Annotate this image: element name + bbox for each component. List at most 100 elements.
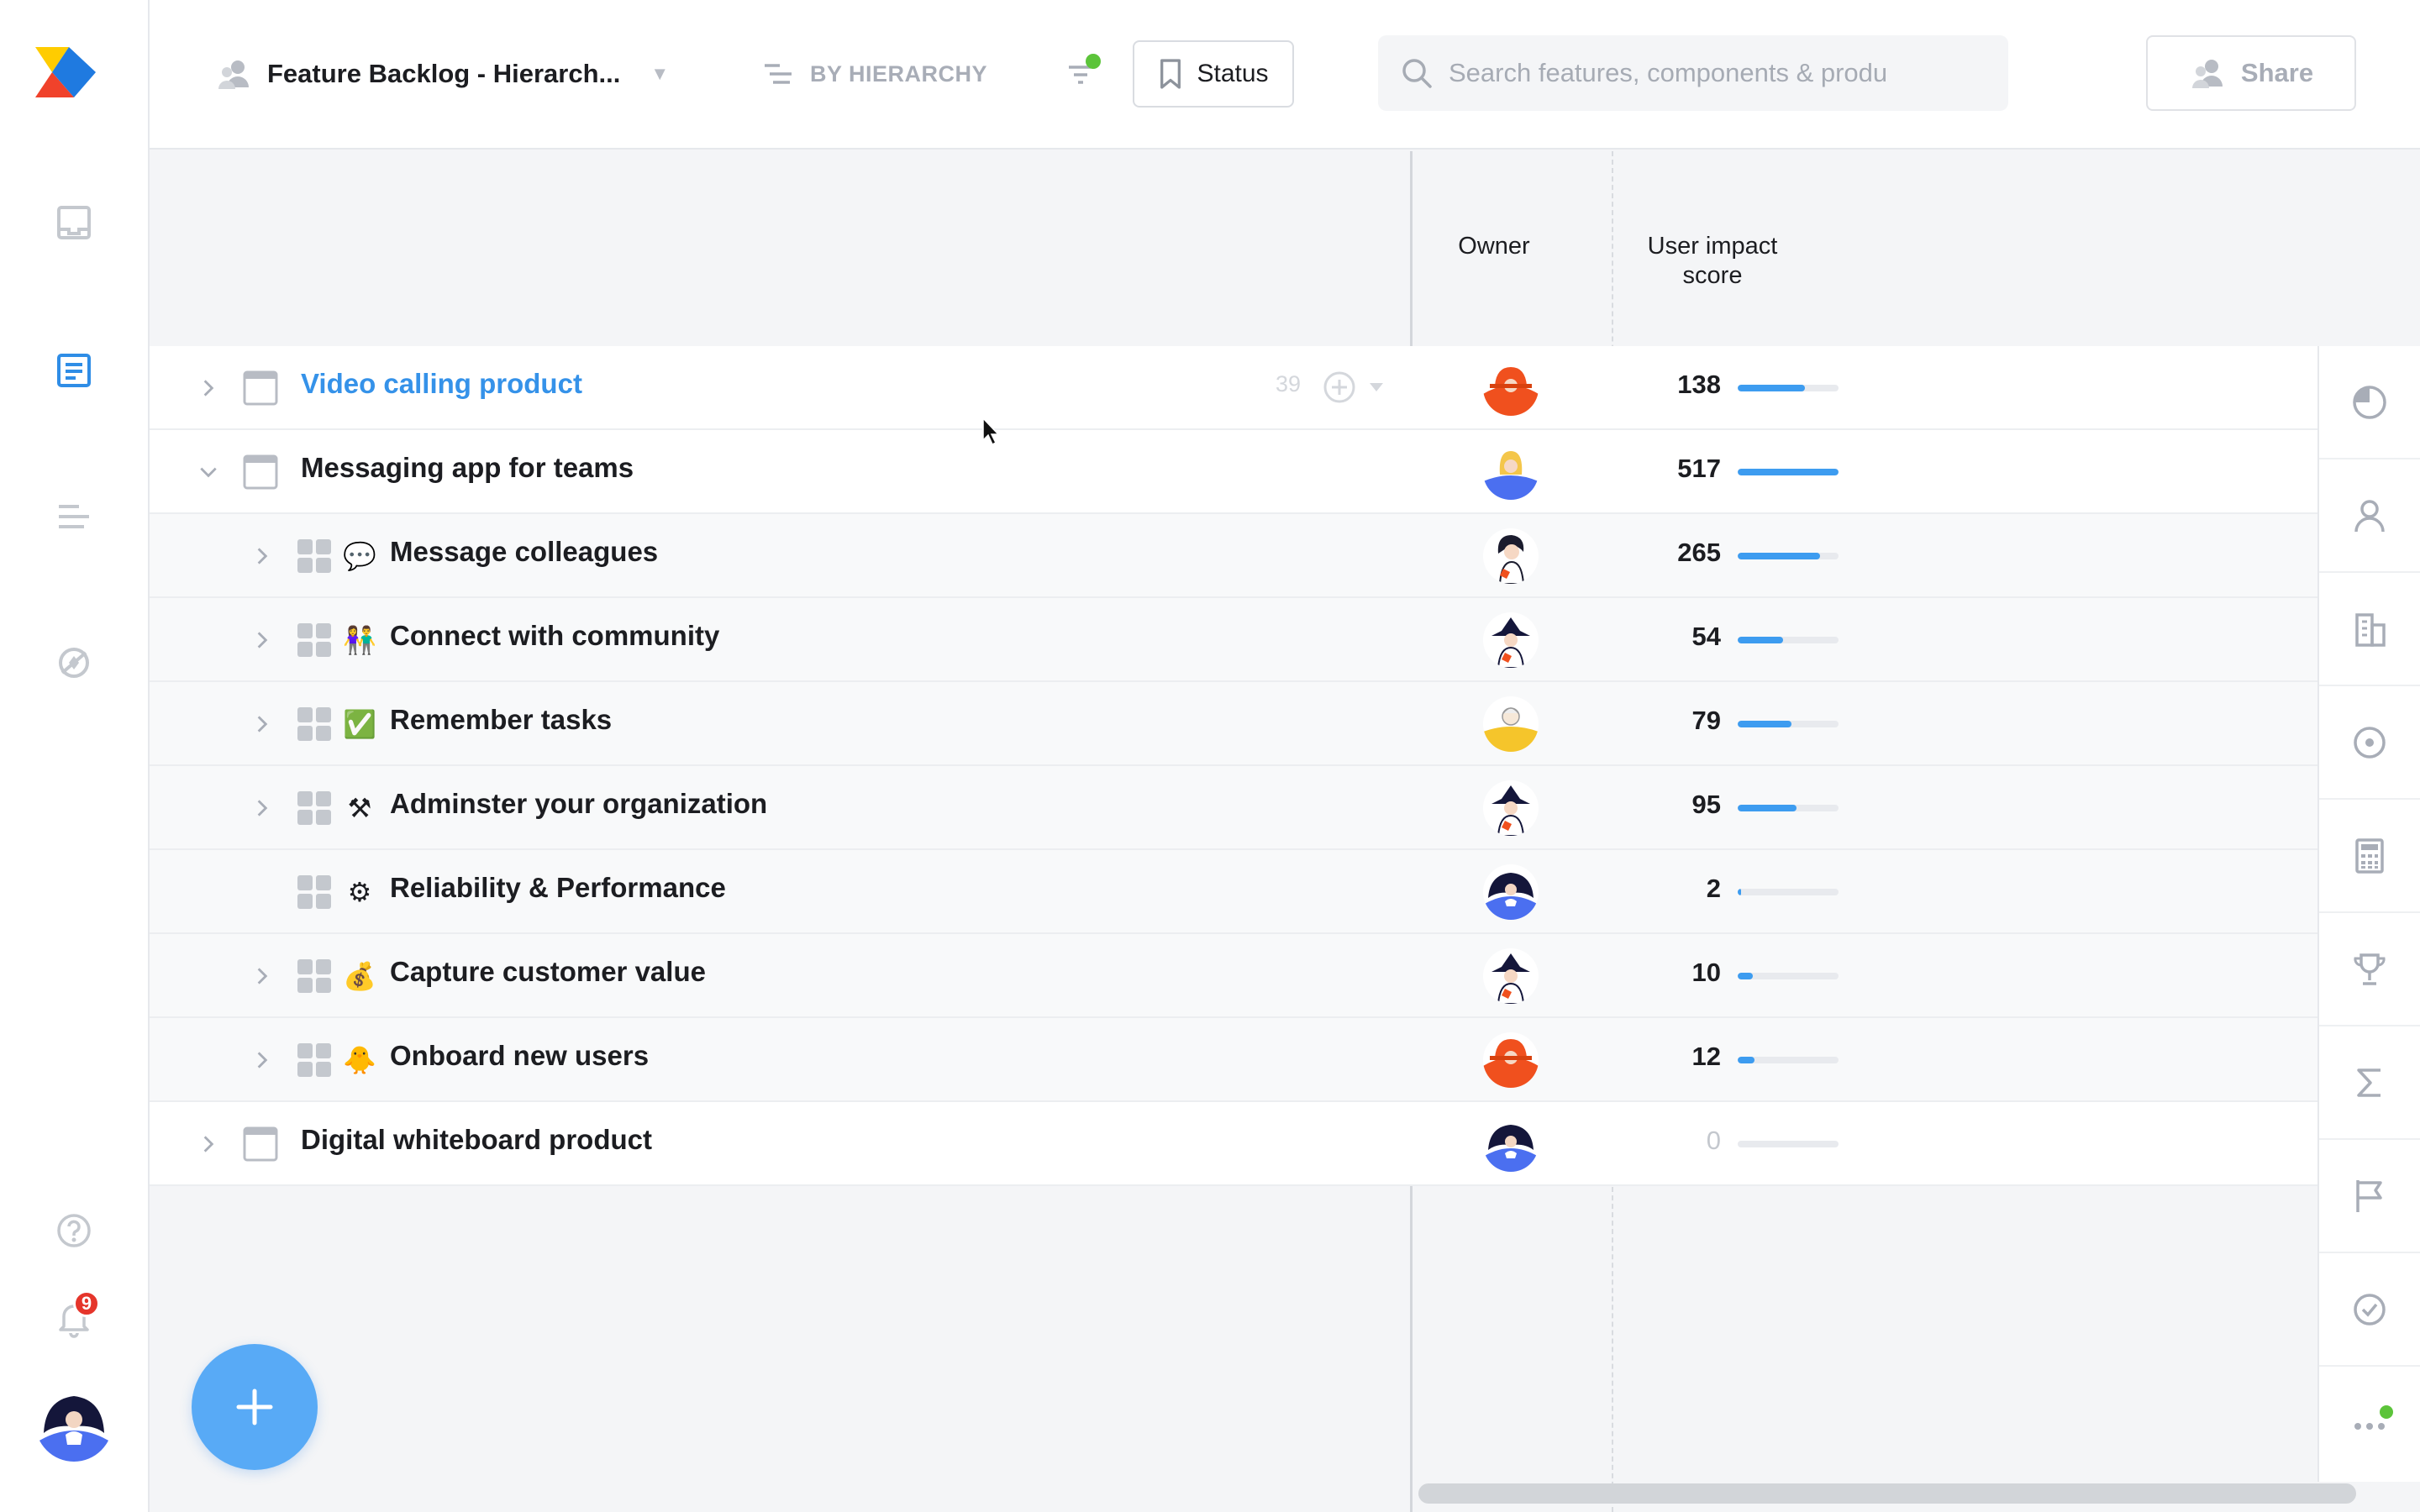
productboard-logo[interactable] bbox=[35, 45, 113, 99]
product-row[interactable]: Messaging app for teams 517 bbox=[150, 430, 2317, 514]
calculator-icon bbox=[2355, 837, 2384, 874]
component-row[interactable]: 🐥 Onboard new users 12 bbox=[150, 1018, 2317, 1102]
search-icon bbox=[1402, 59, 1432, 88]
rail-releases-button[interactable] bbox=[2319, 913, 2420, 1026]
user-avatar[interactable] bbox=[35, 1384, 113, 1462]
component-name[interactable]: Reliability & Performance bbox=[390, 872, 726, 903]
emoji-icon: 💬 bbox=[343, 540, 376, 572]
owner-avatar[interactable] bbox=[1483, 1032, 1539, 1088]
help-icon[interactable] bbox=[46, 1203, 102, 1258]
expand-chevron-icon[interactable] bbox=[192, 371, 225, 405]
trophy-icon bbox=[2354, 953, 2386, 985]
feature-count: 39 bbox=[1276, 371, 1302, 396]
component-row[interactable]: 💬 Message colleagues 265 bbox=[150, 514, 2317, 598]
impact-score-bar bbox=[1738, 469, 1839, 475]
notifications-bell-icon[interactable]: 9 bbox=[46, 1290, 102, 1346]
rail-milestones-button[interactable] bbox=[2319, 1140, 2420, 1253]
team-icon bbox=[218, 60, 249, 89]
impact-score-value: 10 bbox=[1691, 958, 1721, 987]
impact-score-bar-fill bbox=[1738, 1057, 1755, 1063]
expand-chevron-icon[interactable] bbox=[245, 959, 279, 993]
component-icon bbox=[296, 706, 333, 743]
product-name[interactable]: Video calling product bbox=[301, 368, 582, 399]
feature-rows: Video calling product 39 138 Messaging app … bbox=[150, 346, 2317, 1186]
share-button[interactable]: Share bbox=[2146, 35, 2356, 111]
rail-status-button[interactable] bbox=[2319, 1253, 2420, 1367]
right-sidebar bbox=[2317, 346, 2420, 1482]
expand-chevron-icon[interactable] bbox=[245, 707, 279, 741]
check-circle-icon bbox=[2354, 1293, 2386, 1326]
grouping-selector[interactable]: BY HIERARCHY bbox=[761, 50, 987, 97]
emoji-icon: ⚙ bbox=[347, 876, 372, 908]
rail-objectives-button[interactable] bbox=[2319, 686, 2420, 800]
owner-avatar[interactable] bbox=[1483, 444, 1539, 500]
add-child-icon[interactable] bbox=[1322, 370, 1357, 405]
emoji-icon: 👫 bbox=[343, 624, 376, 656]
rail-formula-button[interactable] bbox=[2319, 1026, 2420, 1140]
impact-score-bar bbox=[1738, 637, 1839, 643]
rail-progress-button[interactable] bbox=[2319, 346, 2420, 459]
owner-avatar[interactable] bbox=[1483, 696, 1539, 752]
rail-users-button[interactable] bbox=[2319, 459, 2420, 573]
user-icon bbox=[2354, 499, 2385, 532]
share-label: Share bbox=[2240, 58, 2314, 87]
owner-avatar[interactable] bbox=[1483, 948, 1539, 1004]
component-name[interactable]: Remember tasks bbox=[390, 704, 613, 735]
component-name[interactable]: Capture customer value bbox=[390, 956, 706, 987]
rail-more-button[interactable] bbox=[2319, 1367, 2420, 1480]
features-board-icon[interactable] bbox=[46, 343, 102, 398]
impact-score-bar bbox=[1738, 1141, 1839, 1147]
emoji-icon: ⚒ bbox=[347, 792, 372, 824]
component-row[interactable]: 👫 Connect with community 54 bbox=[150, 598, 2317, 682]
expand-chevron-icon[interactable] bbox=[192, 1127, 225, 1161]
impact-score-value: 79 bbox=[1691, 706, 1721, 735]
filter-button[interactable] bbox=[1057, 49, 1107, 99]
owner-avatar[interactable] bbox=[1483, 528, 1539, 584]
product-name[interactable]: Messaging app for teams bbox=[301, 452, 634, 483]
component-row[interactable]: ⚒ Adminster your organization 95 bbox=[150, 766, 2317, 850]
component-row[interactable]: ⚙ Reliability & Performance 2 bbox=[150, 850, 2317, 934]
strategy-icon[interactable] bbox=[46, 635, 102, 690]
top-toolbar: Feature Backlog - Hierarch... ▼ BY HIERA… bbox=[150, 0, 2420, 150]
impact-score-bar bbox=[1738, 553, 1839, 559]
component-name[interactable]: Onboard new users bbox=[390, 1040, 650, 1071]
component-icon bbox=[296, 958, 333, 995]
product-name[interactable]: Digital whiteboard product bbox=[301, 1124, 652, 1155]
roadmap-icon[interactable] bbox=[46, 489, 102, 544]
owner-column-header[interactable]: Owner bbox=[1444, 232, 1544, 261]
component-name[interactable]: Connect with community bbox=[390, 620, 720, 651]
collapse-chevron-icon[interactable] bbox=[192, 455, 225, 489]
component-name[interactable]: Message colleagues bbox=[390, 536, 659, 567]
notification-count-badge: 9 bbox=[73, 1290, 100, 1317]
search-input[interactable] bbox=[1449, 58, 1986, 88]
row-menu-caret-icon[interactable] bbox=[1370, 383, 1383, 391]
board-selector[interactable]: Feature Backlog - Hierarch... ▼ bbox=[215, 50, 669, 97]
product-row[interactable]: Video calling product 39 138 bbox=[150, 346, 2317, 430]
rail-calculator-button[interactable] bbox=[2319, 800, 2420, 913]
new-indicator-dot bbox=[2380, 1405, 2393, 1419]
horizontal-scrollbar[interactable] bbox=[1418, 1483, 2356, 1504]
impact-column-header[interactable]: User impact score bbox=[1637, 232, 1788, 291]
emoji-icon: 🐥 bbox=[343, 1044, 376, 1076]
owner-avatar[interactable] bbox=[1483, 864, 1539, 920]
owner-avatar[interactable] bbox=[1483, 780, 1539, 836]
impact-score-bar bbox=[1738, 1057, 1839, 1063]
owner-avatar[interactable] bbox=[1483, 1116, 1539, 1172]
product-row[interactable]: Digital whiteboard product 0 bbox=[150, 1102, 2317, 1186]
owner-avatar[interactable] bbox=[1483, 360, 1539, 416]
impact-score-value: 517 bbox=[1677, 454, 1721, 483]
expand-chevron-icon[interactable] bbox=[245, 623, 279, 657]
status-button[interactable]: Status bbox=[1133, 40, 1294, 108]
owner-avatar[interactable] bbox=[1483, 612, 1539, 668]
search-bar[interactable] bbox=[1378, 35, 2008, 111]
expand-chevron-icon[interactable] bbox=[245, 1043, 279, 1077]
rail-companies-button[interactable] bbox=[2319, 573, 2420, 686]
expand-chevron-icon[interactable] bbox=[245, 539, 279, 573]
inbox-icon[interactable] bbox=[46, 195, 102, 250]
create-button[interactable] bbox=[192, 1344, 318, 1470]
component-row[interactable]: ✅ Remember tasks 79 bbox=[150, 682, 2317, 766]
component-name[interactable]: Adminster your organization bbox=[390, 788, 768, 819]
component-row[interactable]: 💰 Capture customer value 10 bbox=[150, 934, 2317, 1018]
impact-score-bar bbox=[1738, 721, 1839, 727]
expand-chevron-icon[interactable] bbox=[245, 791, 279, 825]
